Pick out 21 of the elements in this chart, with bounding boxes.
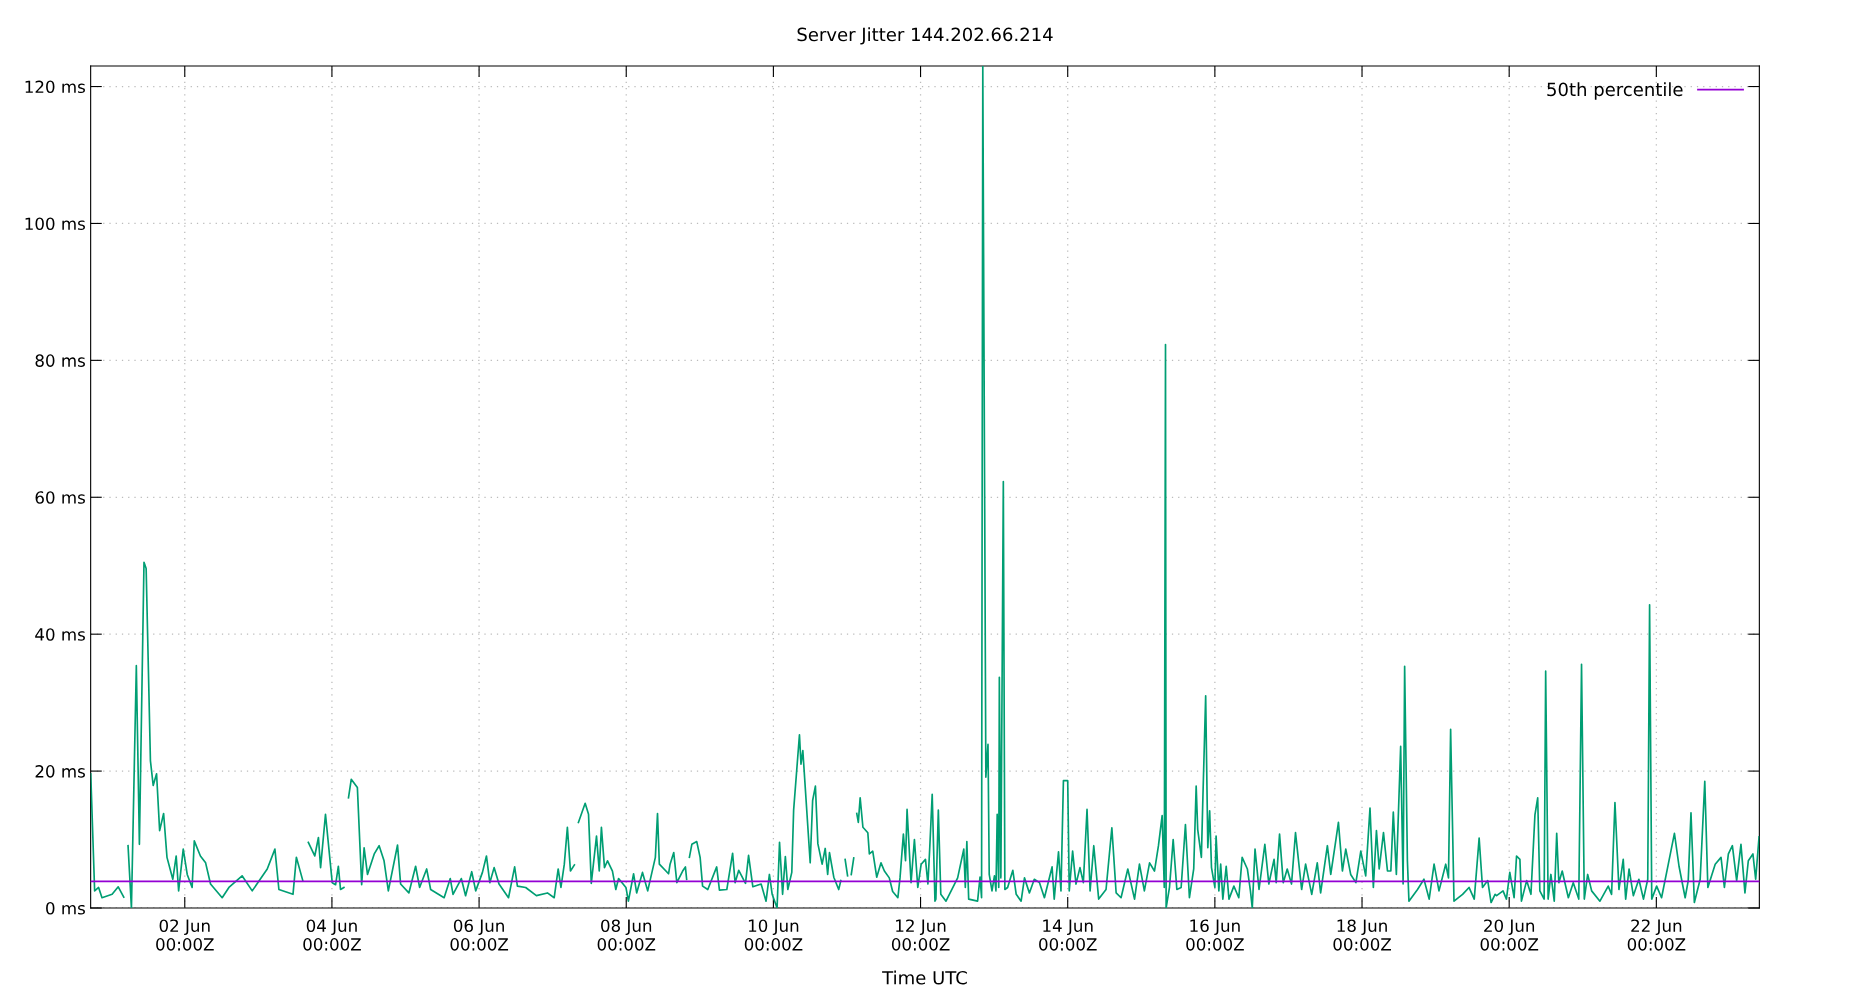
x-tick-label: 12 Jun 00:00Z bbox=[891, 919, 950, 951]
x-axis-title: Time UTC bbox=[882, 970, 967, 985]
x-tick-label: 10 Jun 00:00Z bbox=[744, 919, 803, 951]
x-tick-label: 04 Jun 00:00Z bbox=[303, 919, 361, 951]
y-tick-label: 100 ms bbox=[25, 217, 85, 231]
y-tick-label: 0 ms bbox=[46, 901, 85, 915]
y-tick-label: 120 ms bbox=[25, 80, 85, 94]
x-tick-label: 22 Jun 00:00Z bbox=[1627, 919, 1686, 951]
x-tick-label: 06 Jun 00:00Z bbox=[450, 919, 509, 951]
x-tick-label: 02 Jun 00:00Z bbox=[156, 919, 214, 951]
y-tick-label: 80 ms bbox=[35, 354, 85, 367]
x-tick-label: 14 Jun 00:00Z bbox=[1039, 919, 1097, 951]
y-tick-label: 60 ms bbox=[35, 491, 85, 504]
legend-label: 50th percentile bbox=[1547, 82, 1683, 100]
chart-title: Server Jitter 144.202.66.214 bbox=[797, 27, 1053, 45]
x-tick-label: 16 Jun 00:00Z bbox=[1186, 919, 1244, 951]
y-tick-label: 20 ms bbox=[35, 765, 85, 778]
x-tick-label: 08 Jun 00:00Z bbox=[597, 919, 656, 951]
x-tick-label: 20 Jun 00:00Z bbox=[1480, 919, 1539, 951]
y-tick-label: 40 ms bbox=[35, 628, 85, 641]
x-tick-label: 18 Jun 00:00Z bbox=[1333, 919, 1391, 951]
